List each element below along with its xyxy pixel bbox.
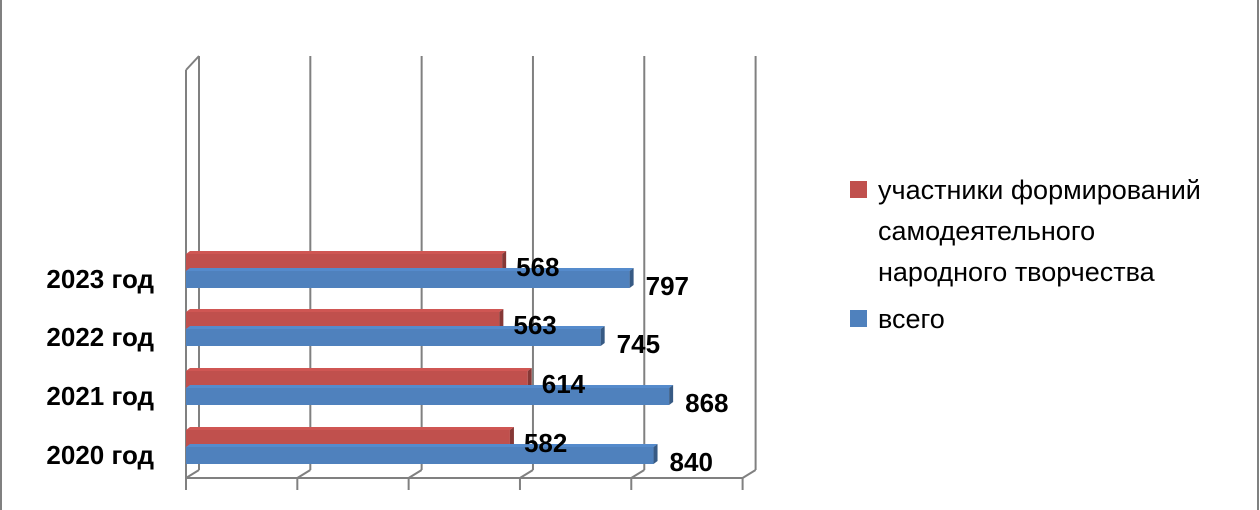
bar-end-participants-2021: [527, 368, 532, 388]
bar-top-participants-2020: [186, 427, 514, 430]
bar-total-2020: [186, 447, 654, 464]
bar-top-participants-2022: [186, 309, 504, 312]
bar-top-total-2022: [186, 326, 605, 329]
bar-participants-2023: [186, 254, 503, 271]
legend-label-total: всего: [878, 304, 945, 334]
bar-total-2022: [186, 329, 601, 346]
legend: участники формирований самодеятельного н…: [850, 170, 1250, 346]
bar-end-participants-2020: [509, 427, 514, 447]
value-label-total-2021: 868: [685, 388, 728, 418]
category-label-2021: 2021 год: [46, 381, 154, 411]
value-label-participants-2020: 582: [524, 428, 567, 458]
value-label-total-2020: 840: [670, 447, 713, 477]
floor-edge-600: [519, 469, 534, 479]
value-label-participants-2023: 568: [516, 252, 559, 282]
legend-swatch-total: [850, 310, 867, 327]
bar-end-total-2023: [629, 268, 634, 288]
category-label-2023: 2023 год: [46, 264, 154, 294]
value-label-total-2022: 745: [617, 329, 660, 359]
left-wall-top: [185, 55, 200, 71]
bar-total-2021: [186, 388, 670, 405]
floor-edge-0: [185, 469, 200, 479]
category-label-2020: 2020 год: [46, 440, 154, 470]
bar-top-total-2021: [186, 385, 674, 388]
bar-participants-2021: [186, 371, 528, 388]
legend-item-total: всего: [850, 299, 1250, 340]
floor-edge-200: [296, 469, 311, 479]
floor-edge-800: [630, 469, 645, 479]
value-label-total-2023: 797: [646, 271, 689, 301]
value-label-participants-2022: 563: [513, 310, 556, 340]
bar-top-total-2020: [186, 444, 658, 447]
bar-end-total-2021: [669, 385, 674, 405]
bars-layer: [186, 251, 674, 464]
legend-item-participants: участники формирований самодеятельного н…: [850, 170, 1250, 293]
bar-top-participants-2021: [186, 368, 532, 371]
legend-label-participants-line1: участники формирований: [878, 175, 1201, 205]
floor-edge-400: [408, 469, 423, 479]
value-label-participants-2021: 614: [542, 369, 586, 399]
legend-label-participants-line3: народного творчества: [878, 257, 1155, 287]
category-label-2022: 2022 год: [46, 322, 154, 352]
floor-edge-1000: [742, 469, 757, 479]
labels-layer: 2023 год 568 797 2022 год 563 745 2021 год 614 8…: [46, 252, 728, 477]
bar-end-participants-2023: [502, 251, 507, 271]
bar-top-total-2023: [186, 268, 634, 271]
bar-top-participants-2023: [186, 251, 507, 254]
bar-end-total-2020: [653, 444, 658, 464]
bar-end-total-2022: [600, 326, 605, 346]
bar-participants-2022: [186, 312, 500, 329]
bar-end-participants-2022: [499, 309, 504, 329]
bar-participants-2020: [186, 430, 510, 447]
legend-label-participants-line2: самодеятельного: [878, 216, 1096, 246]
bar-total-2023: [186, 271, 630, 288]
legend-swatch-participants: [850, 181, 867, 198]
